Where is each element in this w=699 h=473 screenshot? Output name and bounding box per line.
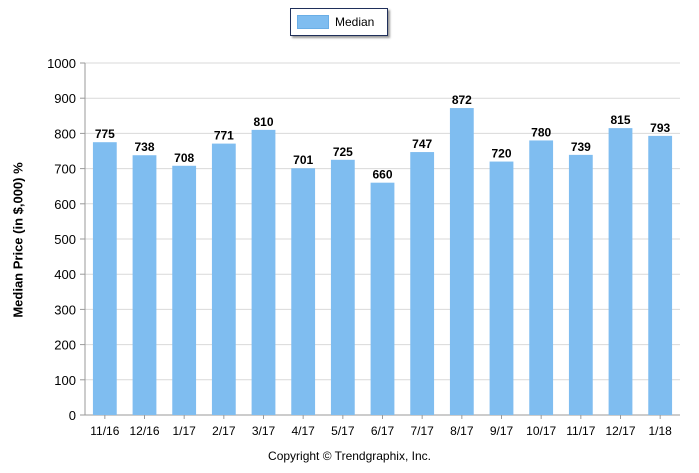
bar (291, 168, 316, 415)
x-tick-label: 2/17 (212, 424, 236, 438)
x-tick-label: 12/16 (129, 424, 159, 438)
data-label: 793 (650, 121, 670, 135)
bar (132, 155, 157, 415)
bar (172, 165, 197, 415)
y-tick-label: 700 (54, 162, 76, 177)
x-tick-label: 3/17 (252, 424, 276, 438)
data-label: 815 (610, 113, 630, 127)
bar (410, 152, 435, 415)
bar (568, 154, 593, 415)
bar (251, 129, 276, 415)
data-label: 720 (491, 147, 511, 161)
x-tick-label: 12/17 (605, 424, 635, 438)
x-tick-label: 7/17 (410, 424, 434, 438)
y-tick-label: 800 (54, 126, 76, 141)
y-tick-label: 300 (54, 302, 76, 317)
data-label: 771 (214, 129, 234, 143)
copyright-text: Copyright © Trendgraphix, Inc. (268, 449, 431, 463)
x-tick-label: 10/17 (526, 424, 556, 438)
bar (648, 135, 673, 415)
y-tick-label: 100 (54, 373, 76, 388)
bar (330, 159, 355, 415)
y-tick-label: 900 (54, 91, 76, 106)
bar (92, 142, 117, 415)
data-label: 660 (372, 168, 392, 182)
data-label: 810 (253, 115, 273, 129)
y-tick-label: 0 (69, 408, 76, 423)
data-label: 739 (571, 140, 591, 154)
bar (608, 128, 633, 415)
y-axis-title: Median Price (in $,000) % (10, 162, 26, 318)
y-tick-label: 1000 (47, 56, 76, 71)
data-label: 701 (293, 153, 313, 167)
y-tick-label: 200 (54, 338, 76, 353)
bar (370, 182, 395, 415)
x-tick-label: 11/16 (90, 424, 119, 438)
bar (529, 140, 554, 415)
legend-label-median: Median (335, 15, 375, 29)
data-label: 708 (174, 151, 194, 165)
x-tick-label: 9/17 (490, 424, 514, 438)
x-tick-label: 11/17 (566, 424, 595, 438)
legend-swatch-median (297, 15, 329, 29)
x-tick-label: 1/17 (172, 424, 196, 438)
x-tick-label: 4/17 (291, 424, 315, 438)
data-label: 747 (412, 137, 432, 151)
x-tick-label: 8/17 (450, 424, 474, 438)
legend: Median (290, 8, 388, 36)
data-label: 725 (333, 145, 353, 159)
y-tick-label: 400 (54, 267, 76, 282)
bar (211, 143, 236, 415)
y-tick-label: 600 (54, 197, 76, 212)
bar (489, 161, 514, 415)
x-tick-label: 1/18 (648, 424, 672, 438)
data-label: 780 (531, 125, 551, 139)
data-label: 738 (134, 140, 154, 154)
x-tick-label: 5/17 (331, 424, 355, 438)
bar (449, 108, 474, 415)
y-tick-label: 500 (54, 232, 76, 247)
x-tick-label: 6/17 (371, 424, 395, 438)
data-label: 775 (95, 127, 115, 141)
data-label: 872 (452, 93, 472, 107)
